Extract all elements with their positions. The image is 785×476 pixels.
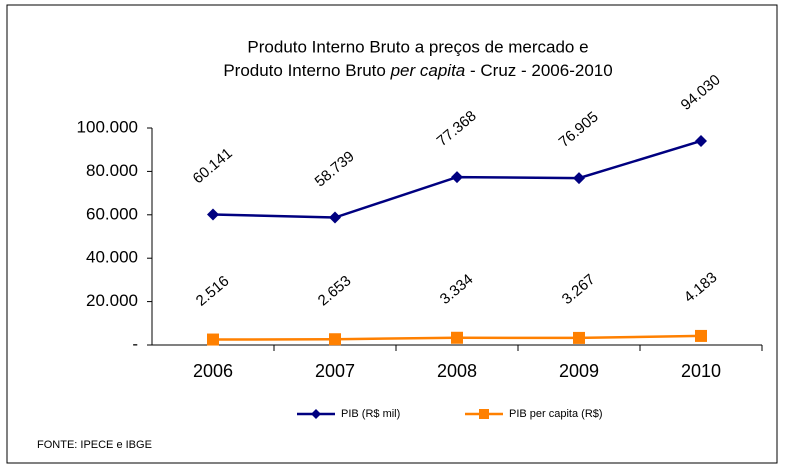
source-note: FONTE: IPECE e IBGE [37,439,152,451]
x-tick-label: 2007 [315,361,355,381]
title-part: Produto Interno Bruto [223,61,386,80]
y-tick-label: - [132,334,138,353]
legend-label: PIB per capita (R$) [509,408,603,420]
chart-title: Produto Interno Bruto per capita - Cruz … [223,61,612,80]
marker [695,134,707,147]
legend-marker [311,409,321,419]
marker [207,333,219,346]
legend-marker [479,409,489,419]
y-tick-label: 100.000 [77,117,138,136]
x-tick-label: 2008 [437,361,477,381]
legend-label: PIB (R$ mil) [341,408,400,420]
x-tick-label: 2010 [681,361,721,381]
marker [329,211,341,224]
chart-title: Produto Interno Bruto a preços de mercad… [247,37,588,56]
marker [207,208,219,221]
title-part: - Cruz - 2006-2010 [470,61,613,80]
y-tick-label: 80.000 [86,161,138,180]
marker [451,171,463,184]
marker [573,172,585,185]
marker [573,331,585,344]
marker [329,333,341,346]
y-tick-label: 20.000 [86,291,138,310]
chart-border [6,4,778,464]
x-tick-label: 2006 [193,361,233,381]
y-tick-label: 60.000 [86,204,138,223]
marker [451,331,463,344]
title-part: per capita [390,61,466,80]
marker [695,329,707,342]
x-tick-label: 2009 [559,361,599,381]
y-tick-label: 40.000 [86,248,138,267]
